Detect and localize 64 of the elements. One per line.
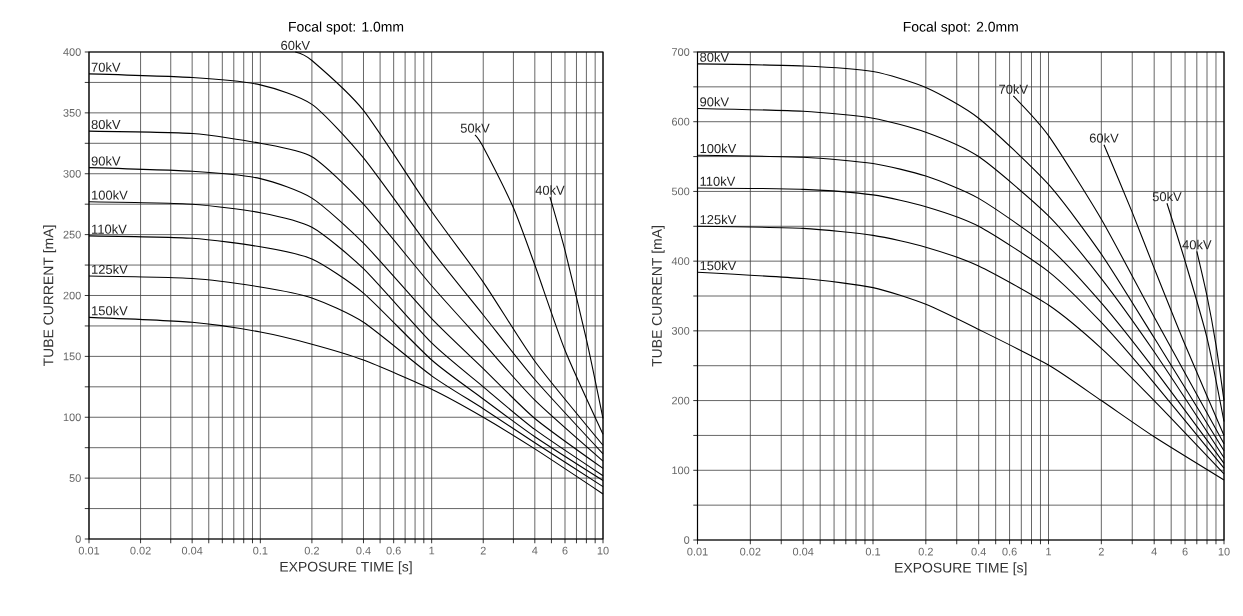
y-tick-label: 200 <box>672 396 690 405</box>
series-label: 70kV <box>91 62 121 72</box>
x-tick-label: 0.4 <box>971 547 986 556</box>
series-label: 50kV <box>1152 191 1182 202</box>
x-tick-label: 0.1 <box>253 546 268 555</box>
y-axis-title: TUBE CURRENT [mA] <box>651 226 665 367</box>
series-label: 150kV <box>92 305 128 316</box>
series-label: 110kV <box>700 176 736 186</box>
x-axis-title: EXPOSURE TIME [s] <box>895 562 1027 576</box>
series-label: 50kV <box>460 123 490 133</box>
x-tick-label: 0.02 <box>130 546 151 555</box>
y-tick-label: 500 <box>671 187 690 196</box>
series-label: 125kV <box>700 214 737 225</box>
x-tick-label: 2 <box>480 546 486 555</box>
series-label: 110kV <box>92 224 127 234</box>
y-tick-label: 400 <box>671 257 690 266</box>
series-label: 90kV <box>700 96 730 107</box>
series-label: 60kV <box>281 40 310 50</box>
chart-title: Focal spot: 2.0mm <box>903 21 1018 35</box>
x-tick-label: 6 <box>562 546 568 555</box>
y-tick-label: 150 <box>63 352 81 361</box>
x-tick-label: 0.04 <box>181 546 203 555</box>
x-tick-label: 2 <box>1098 547 1104 556</box>
x-tick-label: 4 <box>1151 547 1157 556</box>
series-label: 150kV <box>700 260 737 271</box>
y-tick-label: 400 <box>63 48 81 56</box>
series-label: 100kV <box>92 190 128 200</box>
x-tick-label: 0.04 <box>792 547 814 556</box>
series-label: 80kV <box>700 52 730 62</box>
x-tick-label: 0.6 <box>1002 547 1017 556</box>
y-axis-title: TUBE CURRENT [mA] <box>43 225 57 367</box>
y-tick-label: 300 <box>671 326 690 335</box>
x-tick-label: 0.2 <box>918 547 933 556</box>
y-tick-label: 200 <box>63 291 81 300</box>
x-tick-label: 0.01 <box>78 546 100 555</box>
x-tick-label: 10 <box>597 546 609 555</box>
y-tick-label: 100 <box>63 413 81 422</box>
y-tick-label: 0 <box>684 536 690 544</box>
x-tick-label: 0.6 <box>386 546 401 555</box>
x-tick-label: 0.2 <box>304 546 319 555</box>
y-tick-label: 300 <box>63 169 81 178</box>
series-label: 90kV <box>91 156 121 166</box>
x-tick-label: 6 <box>1182 547 1188 556</box>
series-label: 80kV <box>91 119 121 130</box>
x-tick-label: 0.02 <box>740 547 761 556</box>
y-tick-label: 600 <box>672 117 690 126</box>
x-axis-title: EXPOSURE TIME [s] <box>280 561 412 575</box>
x-tick-label: 10 <box>1218 547 1230 556</box>
y-tick-label: 350 <box>63 109 81 117</box>
series-label: 40kV <box>1182 239 1212 250</box>
y-tick-label: 100 <box>672 466 690 475</box>
x-tick-label: 0.4 <box>356 546 371 555</box>
y-tick-label: 250 <box>63 230 81 239</box>
x-tick-label: 1 <box>429 546 435 555</box>
y-tick-label: 50 <box>69 474 81 483</box>
chart-title: Focal spot: 1.0mm <box>289 21 404 35</box>
series-label: 125kV <box>92 264 128 274</box>
x-tick-label: 4 <box>532 546 538 555</box>
y-tick-label: 700 <box>672 48 690 56</box>
x-tick-label: 0.01 <box>687 547 708 556</box>
y-tick-label: 0 <box>75 535 81 543</box>
x-tick-label: 1 <box>1046 547 1052 556</box>
x-tick-label: 0.1 <box>865 547 881 556</box>
series-label: 100kV <box>700 143 737 154</box>
